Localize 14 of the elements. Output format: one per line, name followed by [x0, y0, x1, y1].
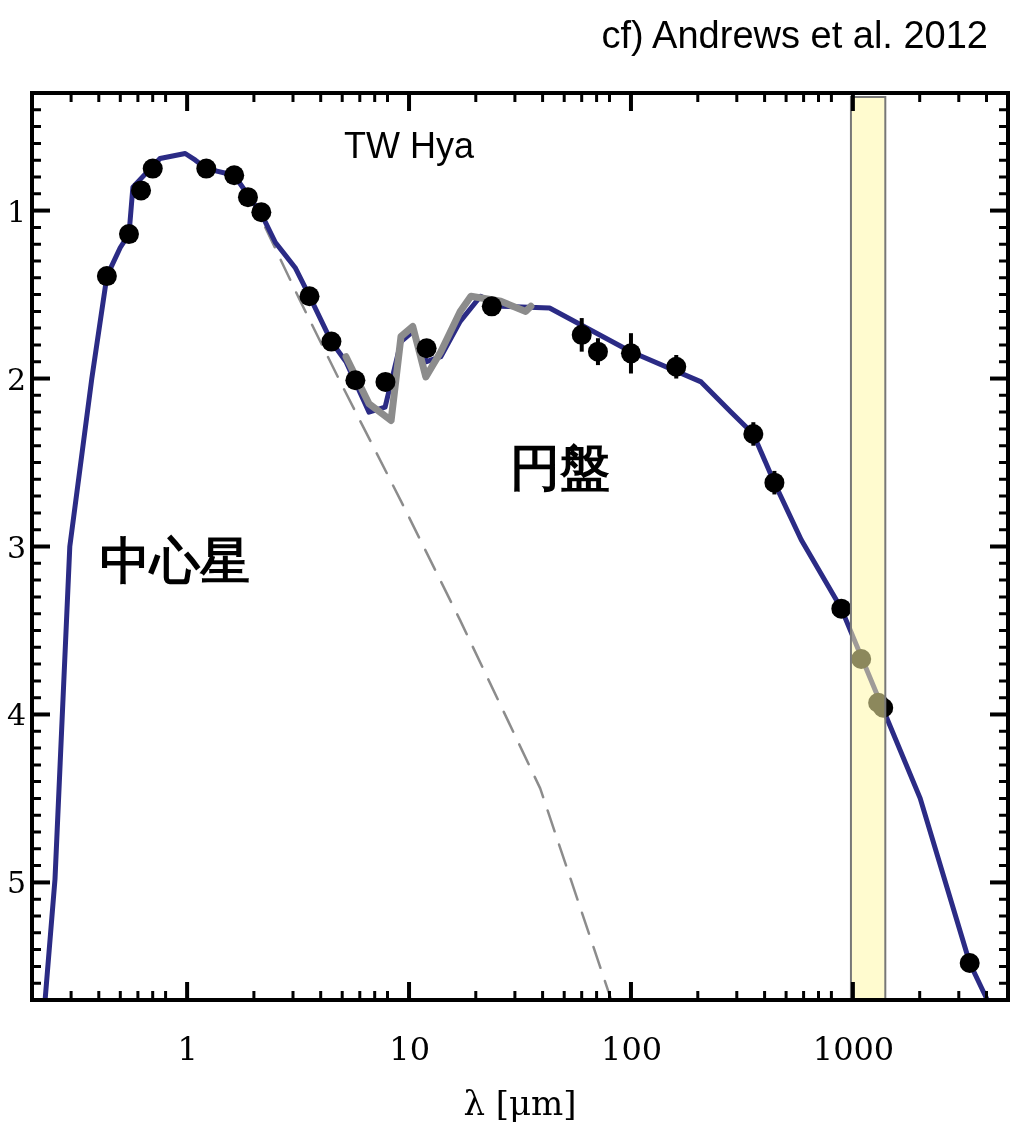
annotation: 円盤 [510, 440, 610, 496]
x-axis-title: λ [μm] [463, 1083, 577, 1123]
y-tick-label: 1 [6, 193, 26, 229]
x-tick-label: 10 [389, 1030, 430, 1068]
y-tick-label: 3 [6, 529, 26, 565]
y-tick-label: 4 [6, 697, 26, 733]
text: cf) Andrews et al. 2012 [601, 14, 988, 56]
text: TW Hya [344, 125, 476, 166]
x-tick-label: 100 [601, 1030, 663, 1068]
x-tick-label: 1000 [812, 1030, 895, 1068]
x-tick-label: 1 [177, 1030, 198, 1068]
annotation: 中心星 [100, 533, 250, 589]
y-tick-label: 2 [6, 361, 26, 397]
y-tick-label: 5 [6, 865, 26, 901]
